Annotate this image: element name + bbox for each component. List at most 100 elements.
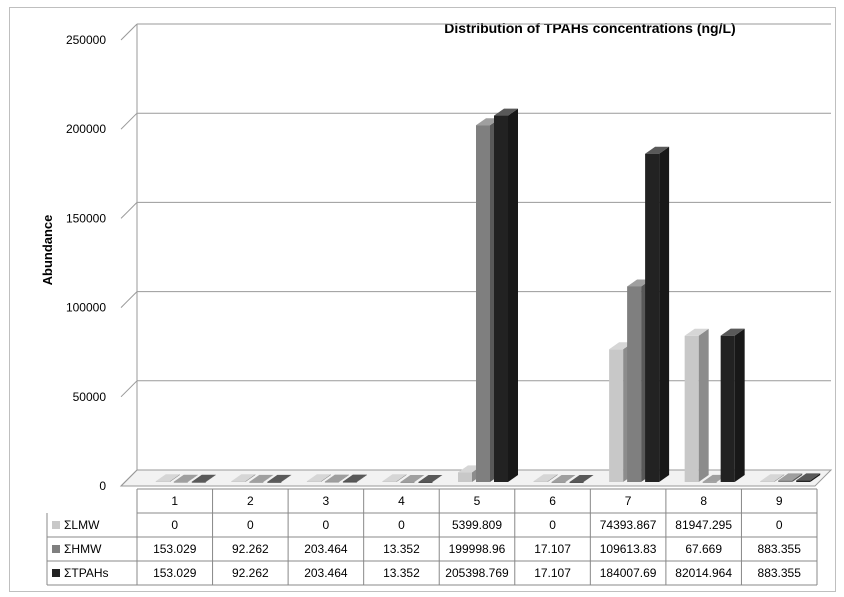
bar-top xyxy=(306,474,331,482)
data-label: 17.107 xyxy=(534,566,571,580)
bar-top xyxy=(645,146,670,154)
bar-front xyxy=(173,481,188,483)
gridline-side xyxy=(120,112,138,130)
x-tick-label: 1 xyxy=(171,494,178,508)
bar-side xyxy=(792,473,803,482)
bar xyxy=(778,473,803,482)
bar-side xyxy=(263,474,274,482)
bar-top xyxy=(191,474,216,482)
bar xyxy=(551,474,576,483)
bar-front xyxy=(476,125,490,483)
bar xyxy=(400,474,425,483)
y-tick-label: 100000 xyxy=(66,301,106,315)
data-label: 153.029 xyxy=(153,542,197,556)
y-axis-label: Abundance xyxy=(40,215,55,286)
bar xyxy=(684,328,709,482)
bar xyxy=(720,328,745,482)
bar-top xyxy=(760,474,785,482)
x-tick-label: 5 xyxy=(474,494,481,508)
bar-side xyxy=(698,328,709,482)
bar-side xyxy=(338,474,349,482)
bar-side xyxy=(245,474,256,482)
y-tick-label: 150000 xyxy=(66,211,106,225)
data-label: 92.262 xyxy=(232,542,269,556)
data-label: 92.262 xyxy=(232,566,269,580)
bar xyxy=(173,474,198,483)
bar-top xyxy=(155,474,180,482)
bar-front xyxy=(627,286,642,482)
legend-label: ΣTPAHs xyxy=(64,566,109,580)
y-tick-label: 200000 xyxy=(66,122,106,136)
gridline-side xyxy=(120,202,138,219)
gridline-side xyxy=(120,23,138,41)
bar-top xyxy=(249,474,274,482)
data-label: 82014.964 xyxy=(675,566,732,580)
bar-side xyxy=(432,474,443,482)
data-label: 81947.295 xyxy=(675,518,732,532)
bar-side xyxy=(396,474,407,482)
y-tick-label: 250000 xyxy=(66,33,106,47)
bar-front xyxy=(458,472,472,482)
bar-side xyxy=(169,474,180,482)
bar-front xyxy=(231,481,246,482)
data-label: 13.352 xyxy=(383,566,420,580)
y-ticks: 0 50000 100000 150000 200000 250000 xyxy=(66,33,106,493)
data-label: 67.669 xyxy=(685,542,722,556)
bar-top xyxy=(418,474,443,482)
x-tick-label: 7 xyxy=(625,494,632,508)
bar-front xyxy=(418,481,433,483)
data-label: 883.355 xyxy=(758,566,802,580)
bar-top xyxy=(267,474,292,482)
bar-front xyxy=(702,481,717,483)
data-label: 0 xyxy=(398,518,405,532)
legend-swatch xyxy=(52,521,60,529)
bar-top xyxy=(684,328,709,336)
bar-side xyxy=(565,474,576,482)
bar-side xyxy=(583,474,594,482)
data-label: 0 xyxy=(776,518,783,532)
x-tick-label: 3 xyxy=(323,494,330,508)
bar xyxy=(533,474,558,482)
bar-top xyxy=(533,474,558,482)
bar-front xyxy=(342,481,357,483)
bar xyxy=(494,108,518,482)
bar-front xyxy=(684,335,699,482)
data-label: 74393.867 xyxy=(600,518,657,532)
bar-top xyxy=(494,108,518,116)
bar-front xyxy=(306,481,321,482)
bar xyxy=(324,474,349,483)
bar-side xyxy=(356,474,367,482)
bar-front xyxy=(551,481,566,483)
bar xyxy=(418,474,443,483)
bar-top xyxy=(796,473,821,481)
bar-top xyxy=(400,474,425,482)
data-label: 883.355 xyxy=(758,542,802,556)
bar xyxy=(155,474,180,482)
bar-front xyxy=(324,481,339,483)
bar-side xyxy=(187,474,198,482)
bar xyxy=(267,474,292,483)
bar xyxy=(231,474,256,482)
data-label: 109613.83 xyxy=(600,542,657,556)
bar-side xyxy=(547,474,558,482)
bar xyxy=(645,146,670,482)
bar-side xyxy=(414,474,425,482)
legend-label: ΣLMW xyxy=(64,518,100,532)
data-label: 205398.769 xyxy=(445,566,509,580)
bar-side xyxy=(734,328,745,482)
bar-top xyxy=(231,474,256,482)
data-label: 0 xyxy=(549,518,556,532)
data-label: 17.107 xyxy=(534,542,571,556)
bar-front xyxy=(720,335,735,482)
bar-top xyxy=(569,474,594,482)
bar xyxy=(382,474,407,482)
bar-top xyxy=(720,328,745,336)
legend-swatch xyxy=(52,569,60,577)
data-label: 203.464 xyxy=(304,566,348,580)
gridline-side xyxy=(120,291,138,308)
bar-top xyxy=(551,474,576,482)
bar-top xyxy=(324,474,349,482)
bar-front xyxy=(400,481,415,483)
bar-side xyxy=(774,474,785,482)
